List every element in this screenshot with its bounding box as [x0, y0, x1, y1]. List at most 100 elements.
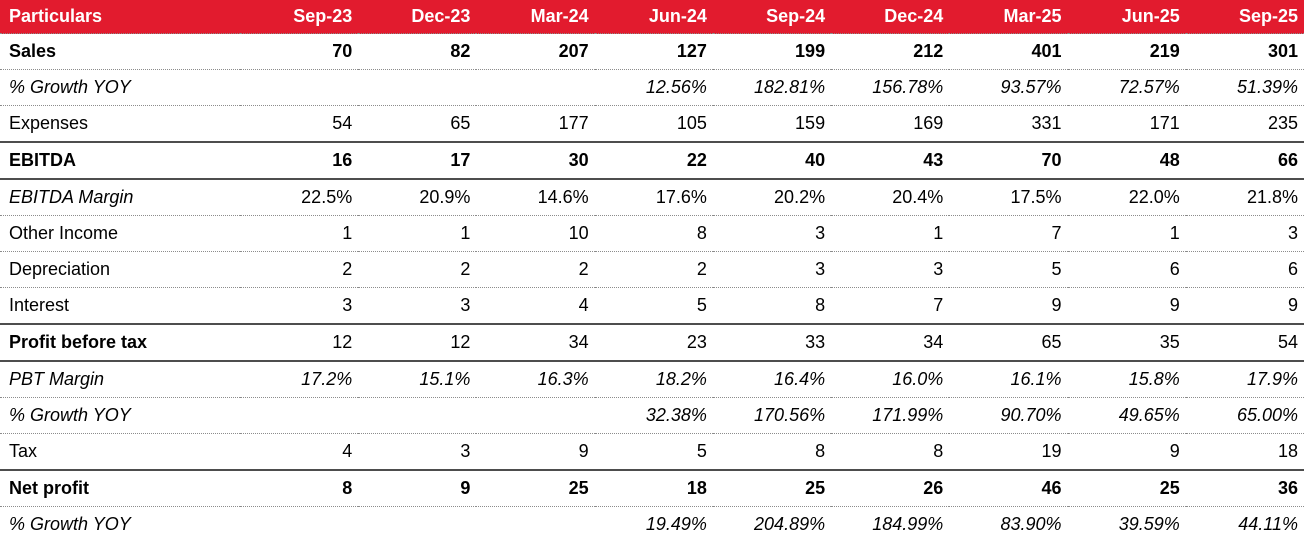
cell-value: 82	[358, 33, 477, 70]
row-label: % Growth YOY	[0, 506, 240, 535]
cell-value: 171	[1067, 105, 1186, 143]
cell-value: 72.57%	[1067, 69, 1186, 106]
cell-value: 30	[476, 142, 595, 180]
cell-value: 15.1%	[358, 361, 477, 398]
cell-value: 16.1%	[949, 361, 1068, 398]
row-label: Sales	[0, 33, 240, 70]
cell-value: 20.4%	[831, 179, 950, 216]
cell-value: 5	[594, 433, 713, 471]
cell-value: 44.11%	[1185, 506, 1304, 535]
row-label: % Growth YOY	[0, 69, 240, 106]
table-body: Sales 70 82 207 127 199 212 401 219 301% Growth Y…	[0, 33, 1304, 535]
cell-value: 235	[1185, 105, 1304, 143]
row-label: EBITDA Margin	[0, 179, 240, 216]
row-label: Depreciation	[0, 251, 240, 288]
cell-value: 54	[240, 105, 359, 143]
cell-value	[476, 397, 595, 434]
cell-value: 9	[1067, 433, 1186, 471]
cell-value	[476, 69, 595, 106]
cell-value: 9	[1067, 287, 1186, 325]
table-row: Expenses 54 65 177 105 159 169 331 171 235	[0, 105, 1304, 143]
row-label: Profit before tax	[0, 324, 240, 362]
header-quarter: Sep-23	[240, 0, 359, 34]
cell-value: 171.99%	[831, 397, 950, 434]
cell-value: 93.57%	[949, 69, 1068, 106]
cell-value: 34	[476, 324, 595, 362]
row-label: PBT Margin	[0, 361, 240, 398]
cell-value: 36	[1185, 470, 1304, 507]
cell-value: 1	[1067, 215, 1186, 252]
cell-value	[240, 506, 359, 535]
row-label: Expenses	[0, 105, 240, 143]
cell-value: 65	[949, 324, 1068, 362]
cell-value: 16.4%	[712, 361, 832, 398]
cell-value	[476, 506, 595, 535]
cell-value: 177	[476, 105, 595, 143]
row-label: % Growth YOY	[0, 397, 240, 434]
cell-value: 23	[594, 324, 713, 362]
cell-value: 34	[831, 324, 950, 362]
header-quarter: Jun-25	[1067, 0, 1186, 34]
cell-value: 12	[358, 324, 477, 362]
cell-value: 25	[1067, 470, 1186, 507]
cell-value: 182.81%	[712, 69, 832, 106]
cell-value: 40	[712, 142, 832, 180]
table-row: Sales 70 82 207 127 199 212 401 219 301	[0, 33, 1304, 70]
header-quarter: Dec-23	[358, 0, 477, 34]
cell-value: 8	[240, 470, 359, 507]
cell-value: 4	[476, 287, 595, 325]
cell-value: 15.8%	[1067, 361, 1186, 398]
row-label: Net profit	[0, 470, 240, 507]
cell-value: 212	[831, 33, 950, 70]
cell-value: 1	[831, 215, 950, 252]
cell-value: 3	[831, 251, 950, 288]
cell-value: 65	[358, 105, 477, 143]
cell-value: 26	[831, 470, 950, 507]
cell-value: 70	[949, 142, 1068, 180]
table-row: Tax 4 3 9 5 8 8 19 9 18	[0, 433, 1304, 471]
cell-value: 9	[1185, 287, 1304, 325]
table-row: PBT Margin 17.2% 15.1% 16.3% 18.2% 16.4% 16.0%…	[0, 361, 1304, 398]
cell-value: 4	[240, 433, 359, 471]
cell-value: 22	[594, 142, 713, 180]
cell-value: 19	[949, 433, 1068, 471]
cell-value: 17.6%	[594, 179, 713, 216]
cell-value: 9	[949, 287, 1068, 325]
cell-value: 3	[358, 433, 477, 471]
cell-value: 156.78%	[831, 69, 950, 106]
cell-value: 66	[1185, 142, 1304, 180]
table-row: EBITDA 16 17 30 22 40 43 70 48 66	[0, 142, 1304, 180]
cell-value: 17	[358, 142, 477, 180]
header-particulars: Particulars	[0, 0, 240, 34]
cell-value: 7	[949, 215, 1068, 252]
table-head: Particulars Sep-23 Dec-23 Mar-24 Jun-24 Sep-2…	[0, 0, 1304, 34]
cell-value: 8	[594, 215, 713, 252]
cell-value: 51.39%	[1185, 69, 1304, 106]
cell-value: 3	[358, 287, 477, 325]
cell-value: 12	[240, 324, 359, 362]
cell-value: 65.00%	[1185, 397, 1304, 434]
cell-value: 83.90%	[949, 506, 1068, 535]
header-quarter: Mar-24	[476, 0, 595, 34]
cell-value: 3	[712, 251, 832, 288]
cell-value: 401	[949, 33, 1068, 70]
table-row: Net profit 8 9 25 18 25 26 46 25 36	[0, 470, 1304, 507]
header-quarter: Jun-24	[594, 0, 713, 34]
cell-value: 25	[476, 470, 595, 507]
table-row: EBITDA Margin 22.5% 20.9% 14.6% 17.6% 20.2% 20…	[0, 179, 1304, 216]
cell-value: 16	[240, 142, 359, 180]
cell-value: 2	[358, 251, 477, 288]
cell-value	[358, 397, 477, 434]
cell-value: 46	[949, 470, 1068, 507]
cell-value	[358, 506, 477, 535]
cell-value: 16.3%	[476, 361, 595, 398]
cell-value: 19.49%	[594, 506, 713, 535]
row-label: Other Income	[0, 215, 240, 252]
cell-value: 2	[240, 251, 359, 288]
cell-value: 301	[1185, 33, 1304, 70]
cell-value	[358, 69, 477, 106]
cell-value: 3	[712, 215, 832, 252]
cell-value: 12.56%	[594, 69, 713, 106]
table-row: % Growth YOY 19.49% 204.89% 184.99% 83.90% 39…	[0, 506, 1304, 535]
